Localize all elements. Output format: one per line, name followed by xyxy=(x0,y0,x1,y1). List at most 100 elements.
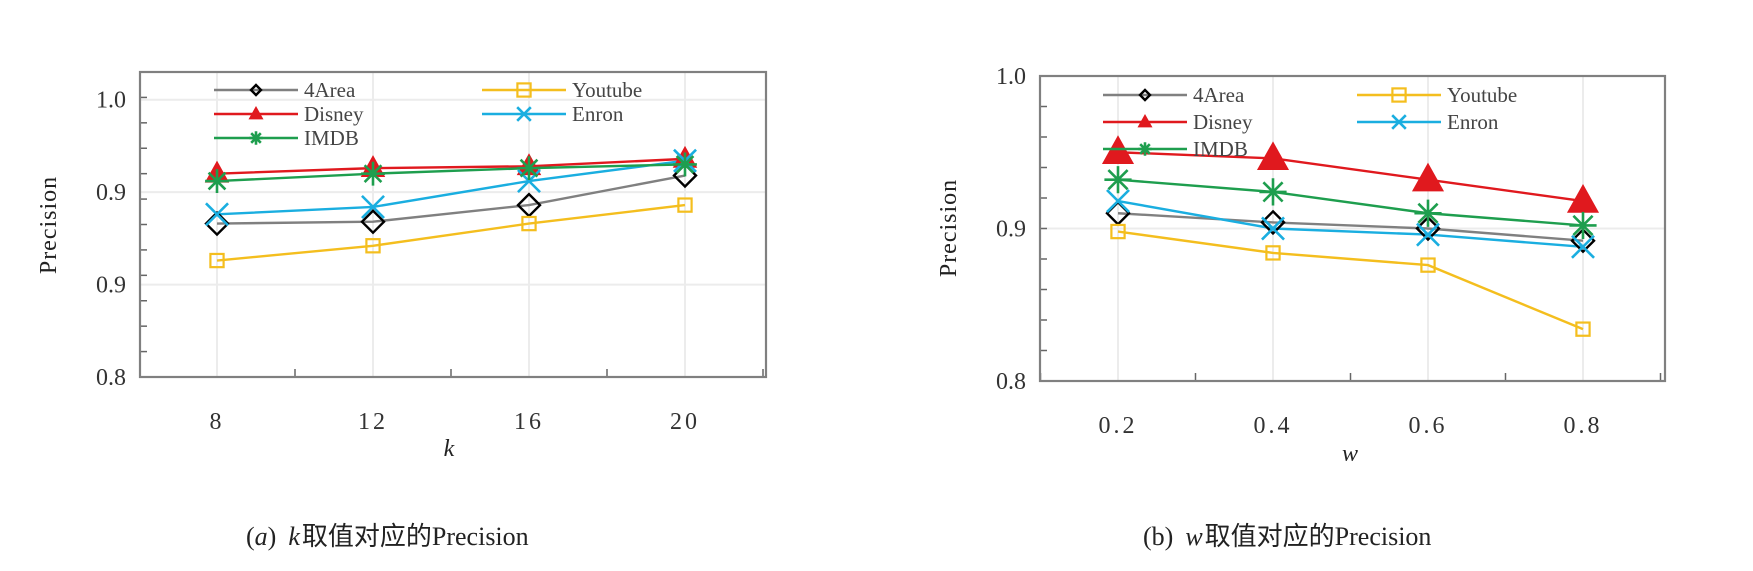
chart-b-x-tick-labels: 0.2 0.4 0.6 0.8 xyxy=(1099,413,1603,439)
b-xtick-label: 0.6 xyxy=(1409,413,1448,439)
a-point-youtube xyxy=(677,197,693,213)
b-line-disney xyxy=(1117,151,1584,203)
chart-a-legend: 4Area Youtube Disney Enron IMDB xyxy=(214,78,642,150)
a-legend-label-imdb: IMDB xyxy=(304,126,359,150)
chart-a-grid-bg xyxy=(140,72,766,377)
b-point-youtube xyxy=(1265,245,1281,261)
b-legend-label-enron: Enron xyxy=(1447,110,1499,134)
chart-a: 4Area Youtube Disney Enron IMDB 0.8 0.9 0.9 1.0… xyxy=(36,70,768,462)
a-legend-marker-enron xyxy=(516,106,532,122)
a-point-enron xyxy=(361,194,385,219)
a-line-4area xyxy=(216,174,686,225)
b-point-imdb xyxy=(1104,166,1132,194)
b-ytick-label: 0.9 xyxy=(996,217,1026,243)
b-point-imdb xyxy=(1569,211,1597,240)
caption-a-variable: k xyxy=(288,522,300,551)
chart-b-plot-frame xyxy=(1038,74,1667,383)
b-ytick-label: 1.0 xyxy=(996,64,1026,90)
b-point-youtube xyxy=(1575,321,1591,337)
b-legend-label-4area: 4Area xyxy=(1193,83,1245,107)
a-legend-marker-youtube xyxy=(516,82,532,98)
a-legend-marker-imdb xyxy=(249,131,263,145)
chart-b-y-tick-labels: 0.8 0.9 1.0 xyxy=(996,64,1026,395)
b-line-4area xyxy=(1117,212,1584,242)
b-point-imdb xyxy=(1259,178,1287,206)
b-line-youtube xyxy=(1117,230,1584,331)
chart-b-series xyxy=(1101,135,1600,337)
a-xtick-label: 16 xyxy=(514,409,544,435)
b-legend-label-imdb: IMDB xyxy=(1193,137,1248,161)
caption-b-label: (b) xyxy=(1143,522,1173,551)
chart-a-x-tick-labels: 8 12 16 20 xyxy=(210,409,700,435)
a-line-disney xyxy=(216,157,686,175)
a-point-youtube xyxy=(521,215,537,232)
a-legend-marker-4area xyxy=(249,83,263,97)
b-point-enron xyxy=(1261,216,1285,241)
b-xtick-label: 0.8 xyxy=(1564,413,1603,439)
a-point-4area xyxy=(360,209,386,235)
chart-a-series xyxy=(204,145,698,269)
a-point-imdb xyxy=(673,152,697,177)
b-point-disney xyxy=(1256,141,1290,171)
b-point-disney xyxy=(1411,162,1445,192)
chart-a-y-axis-label: Precision xyxy=(36,176,62,274)
b-point-4area xyxy=(1260,209,1286,236)
a-ytick-label: 1.0 xyxy=(96,88,126,114)
a-legend-label-enron: Enron xyxy=(572,102,624,126)
a-xtick-label: 20 xyxy=(670,409,700,435)
chart-b-y-axis-label: Precision xyxy=(936,179,962,277)
chart-a-x-axis-label: k xyxy=(444,436,455,462)
caption-a-letter: a xyxy=(255,522,268,551)
a-ytick-label: 0.8 xyxy=(96,365,126,391)
caption-a-text: 取值对应的Precision xyxy=(302,522,529,551)
b-point-youtube xyxy=(1420,257,1436,273)
chart-b-legend: 4Area Youtube Disney Enron IMDB xyxy=(1103,83,1517,161)
a-point-imdb xyxy=(205,169,229,193)
a-line-youtube xyxy=(216,203,686,262)
b-xtick-label: 0.4 xyxy=(1254,413,1293,439)
a-line-imdb xyxy=(216,163,686,183)
a-legend-label-youtube: Youtube xyxy=(572,78,642,102)
a-ytick-label: 0.9 xyxy=(96,180,126,206)
b-legend-marker-disney xyxy=(1137,113,1153,128)
b-line-enron xyxy=(1117,199,1584,248)
a-legend-label-4area: 4Area xyxy=(304,78,356,102)
b-xtick-label: 0.2 xyxy=(1099,413,1138,439)
a-xtick-label: 8 xyxy=(210,409,225,435)
b-ytick-label: 0.8 xyxy=(996,369,1026,395)
a-xtick-label: 12 xyxy=(358,409,388,435)
a-point-youtube xyxy=(365,238,381,254)
a-point-enron xyxy=(205,202,229,227)
a-ytick-label: 0.9 xyxy=(96,273,126,299)
a-line-enron xyxy=(216,159,686,216)
b-legend-label-disney: Disney xyxy=(1193,110,1253,134)
b-point-enron xyxy=(1571,234,1595,259)
b-point-enron xyxy=(1106,189,1130,214)
caption-b-variable: w xyxy=(1185,522,1203,551)
b-legend-marker-4area xyxy=(1138,88,1152,102)
a-legend-label-disney: Disney xyxy=(304,102,364,126)
b-point-4area xyxy=(1415,215,1441,242)
b-line-imdb xyxy=(1117,178,1584,227)
b-point-enron xyxy=(1416,222,1440,247)
chart-b: 4Area Youtube Disney Enron IMDB 0.8 0.9 1.0 0.… xyxy=(936,64,1667,467)
caption-a-open: ( xyxy=(246,522,255,551)
b-legend-label-youtube: Youtube xyxy=(1447,83,1517,107)
b-legend-marker-youtube xyxy=(1391,87,1407,103)
chart-a-plot-frame xyxy=(138,70,768,379)
chart-a-y-tick-labels: 0.8 0.9 0.9 1.0 xyxy=(96,88,126,391)
b-legend-marker-enron xyxy=(1391,114,1407,130)
a-point-youtube xyxy=(209,252,225,269)
a-point-imdb xyxy=(517,156,541,181)
b-legend-marker-imdb xyxy=(1138,142,1152,156)
chart-b-x-axis-label: w xyxy=(1342,441,1358,467)
a-legend-marker-disney xyxy=(248,105,264,120)
caption-a-close: ) xyxy=(268,522,277,551)
caption-b: (b) w取值对应的Precision xyxy=(1143,522,1431,551)
a-point-imdb xyxy=(361,161,385,186)
b-point-youtube xyxy=(1110,223,1126,240)
caption-b-text: 取值对应的Precision xyxy=(1205,522,1432,551)
caption-a: (a) k取值对应的Precision xyxy=(246,522,529,551)
b-point-4area xyxy=(1570,228,1596,254)
